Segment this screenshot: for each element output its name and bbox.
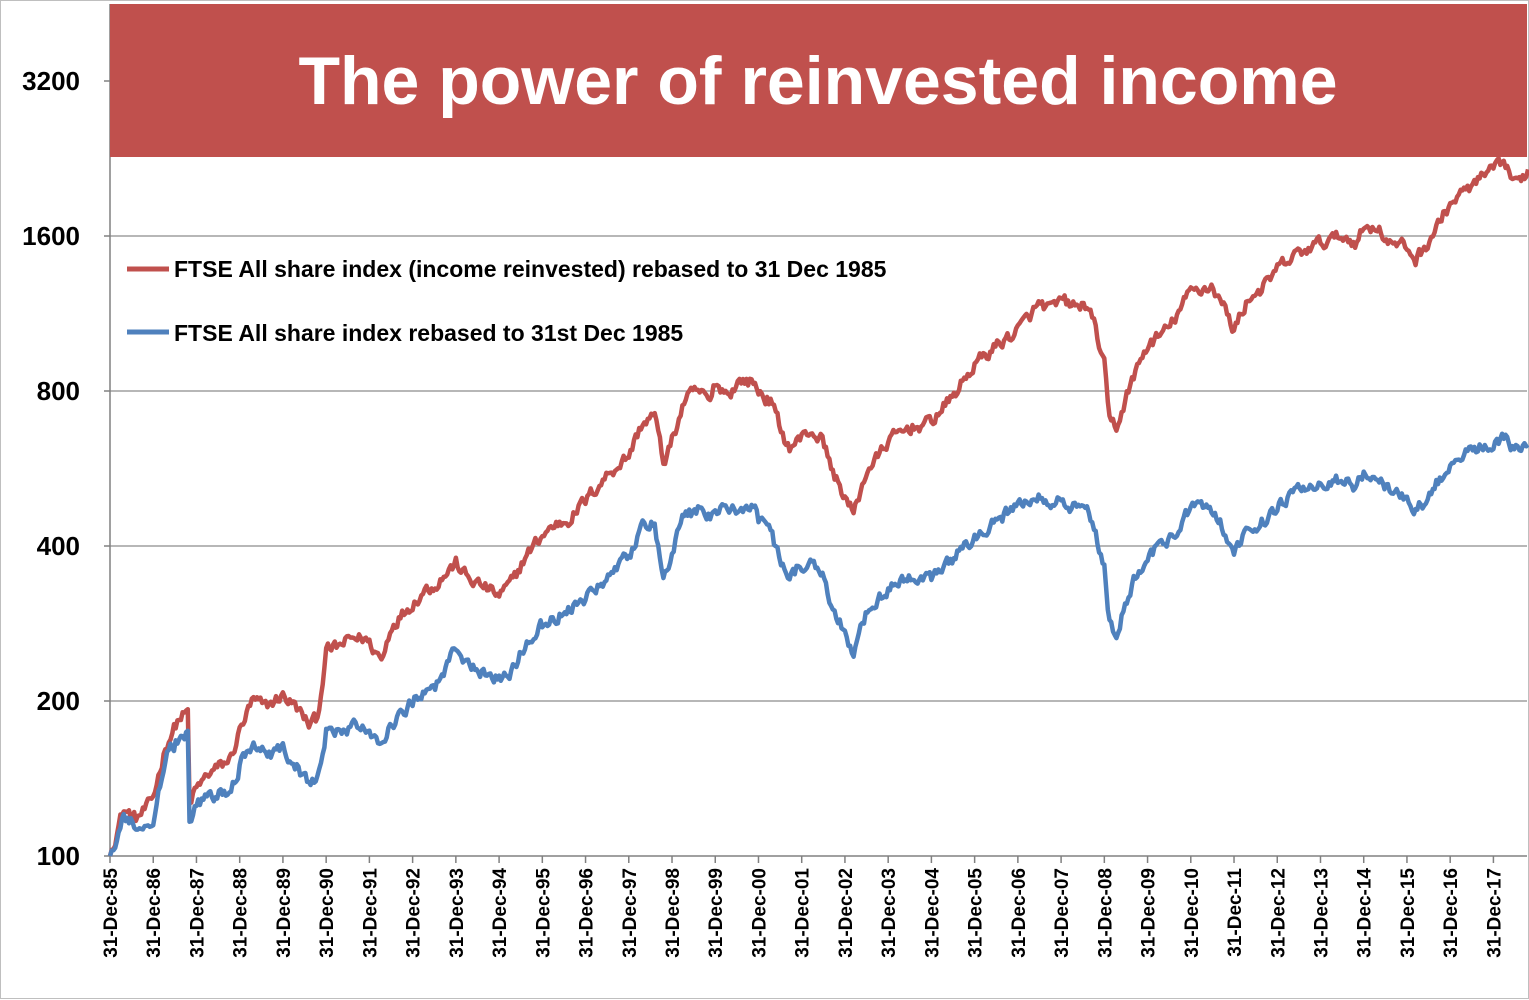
x-tick-label: 31-Dec-91 xyxy=(360,868,381,958)
x-tick-label: 31-Dec-93 xyxy=(447,868,468,958)
chart-title-text: The power of reinvested income xyxy=(298,43,1337,119)
grid-lines xyxy=(110,80,1527,702)
x-tick-label: 31-Dec-00 xyxy=(749,868,770,958)
x-tick-label: 31-Dec-95 xyxy=(533,868,554,958)
x-tick-label: 31-Dec-02 xyxy=(836,868,857,958)
x-tick-label: 31-Dec-16 xyxy=(1441,868,1462,958)
x-tick-label: 31-Dec-10 xyxy=(1182,868,1203,958)
x-tick-label: 31-Dec-17 xyxy=(1484,868,1505,958)
x-tick-label: 31-Dec-01 xyxy=(793,868,814,958)
legend-label-reinvested: FTSE All share index (income reinvested)… xyxy=(174,256,887,282)
y-tick-label-800: 800 xyxy=(37,376,80,406)
x-tick-label: 31-Dec-03 xyxy=(879,868,900,958)
x-tick-label: 31-Dec-12 xyxy=(1268,868,1289,958)
x-tick-label: 31-Dec-92 xyxy=(404,868,425,958)
y-tick-label-1600: 1600 xyxy=(22,221,80,251)
chart-title: The power of reinvested income xyxy=(110,4,1527,157)
y-tick-label-400: 400 xyxy=(37,531,80,561)
legend: FTSE All share index (income reinvested)… xyxy=(127,256,887,346)
x-tick-label: 31-Dec-96 xyxy=(577,868,598,958)
x-tick-label: 31-Dec-09 xyxy=(1139,868,1160,958)
x-tick-labels: 31-Dec-85 31-Dec-86 31-Dec-87 31-Dec-88 31-D… xyxy=(101,856,1505,958)
y-tick-label-200: 200 xyxy=(37,686,80,716)
series-line-price xyxy=(107,431,1529,857)
x-tick-label: 31-Dec-90 xyxy=(317,868,338,958)
y-tick-label-100: 100 xyxy=(37,841,80,871)
x-tick-label: 31-Dec-13 xyxy=(1311,868,1332,958)
x-tick-label: 31-Dec-88 xyxy=(231,868,252,958)
series-line-reinvested xyxy=(107,155,1529,857)
x-tick-label: 31-Dec-11 xyxy=(1225,868,1246,957)
x-tick-label: 31-Dec-97 xyxy=(620,868,641,958)
x-tick-label: 31-Dec-05 xyxy=(966,868,987,958)
y-tick-label-3200: 3200 xyxy=(22,66,80,96)
legend-label-price: FTSE All share index rebased to 31st Dec… xyxy=(174,320,683,346)
x-tick-label: 31-Dec-08 xyxy=(1095,868,1116,958)
x-tick-label: 31-Dec-15 xyxy=(1398,868,1419,958)
y-tick-labels: 100 200 400 800 1600 3200 xyxy=(22,66,110,871)
series-lines xyxy=(107,155,1529,857)
x-tick-label: 31-Dec-98 xyxy=(663,868,684,958)
x-tick-label: 31-Dec-14 xyxy=(1355,868,1376,958)
x-tick-label: 31-Dec-07 xyxy=(1052,868,1073,958)
x-tick-label: 31-Dec-89 xyxy=(274,868,295,958)
x-tick-label: 31-Dec-06 xyxy=(1009,868,1030,958)
title-banner xyxy=(110,4,1527,157)
x-tick-label: 31-Dec-04 xyxy=(922,868,943,958)
x-tick-label: 31-Dec-86 xyxy=(144,868,165,958)
x-tick-label: 31-Dec-87 xyxy=(187,868,208,958)
x-tick-label: 31-Dec-85 xyxy=(101,868,122,958)
x-tick-label: 31-Dec-94 xyxy=(490,868,511,958)
x-tick-label: 31-Dec-99 xyxy=(706,868,727,958)
